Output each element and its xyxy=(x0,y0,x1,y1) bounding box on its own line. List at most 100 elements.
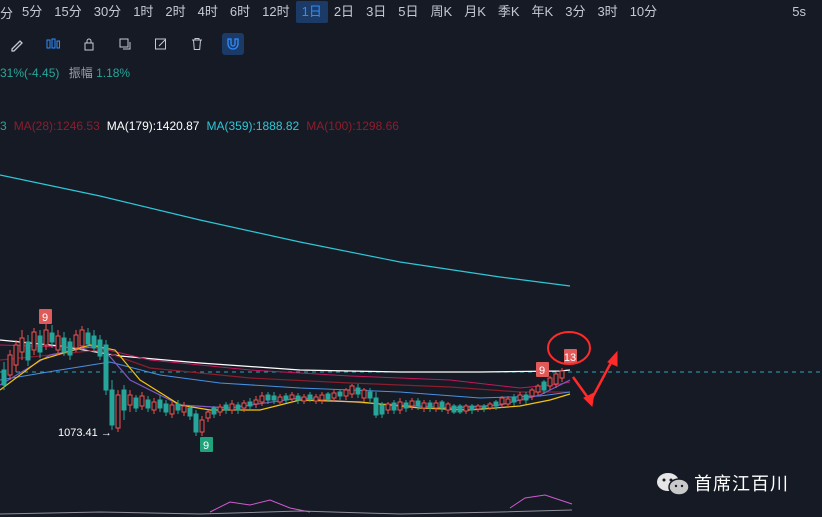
interval-4[interactable]: 1时 xyxy=(133,4,154,19)
candle-body xyxy=(403,402,409,409)
drawing-toolbar xyxy=(0,32,258,56)
candle-body xyxy=(265,394,271,401)
candle-body xyxy=(259,395,265,403)
candle-body xyxy=(67,341,73,356)
interval-13[interactable]: 周K xyxy=(430,4,453,19)
interval-11[interactable]: 3日 xyxy=(366,4,387,19)
candle-body xyxy=(61,337,67,353)
interval-10[interactable]: 2日 xyxy=(333,4,355,19)
ma-label-2: MA(28):1246.53 xyxy=(13,119,100,133)
candle-body xyxy=(337,391,343,397)
interval-15[interactable]: 季K xyxy=(497,4,520,19)
interval-1[interactable]: 5分 xyxy=(22,4,43,19)
candle-body xyxy=(487,403,493,409)
down-arrow-head xyxy=(583,392,595,408)
candle-body xyxy=(163,403,169,413)
candle-body xyxy=(547,377,553,387)
candle-body xyxy=(463,405,469,412)
low-price-label: 1073.41 → xyxy=(58,427,112,439)
interval-16[interactable]: 年K xyxy=(531,4,554,19)
candle-body xyxy=(37,335,43,353)
candle-body xyxy=(361,389,367,399)
interval-7[interactable]: 6时 xyxy=(229,4,251,19)
candle-body xyxy=(199,419,205,433)
candle-body xyxy=(43,329,49,346)
candle-body xyxy=(397,401,403,411)
candle-body xyxy=(7,354,13,376)
candle-body xyxy=(19,337,25,353)
candle-body xyxy=(391,402,397,411)
candle-body xyxy=(55,335,61,351)
interval-18[interactable]: 3时 xyxy=(597,4,618,19)
ma-label-1: 3 xyxy=(0,119,7,133)
candle-body xyxy=(31,331,37,351)
candle-body xyxy=(187,407,193,417)
candle-body xyxy=(439,401,445,409)
candle-body xyxy=(409,400,415,407)
ma-legend: 3 MA(28):1246.53 MA(179):1420.87 MA(359):18… xyxy=(0,119,406,133)
indicator-line-1 xyxy=(209,499,311,513)
candle-body xyxy=(115,394,121,429)
candle-body xyxy=(367,391,373,399)
candle-body xyxy=(247,401,253,407)
interval-3[interactable]: 30分 xyxy=(93,4,122,19)
edit-icon[interactable] xyxy=(150,33,172,55)
interval-6[interactable]: 4时 xyxy=(197,4,218,19)
interval-19[interactable]: 10分 xyxy=(629,4,658,19)
lock-icon[interactable] xyxy=(78,33,100,55)
candle-body xyxy=(427,402,433,409)
candlestick-icon[interactable] xyxy=(42,33,64,55)
refresh-interval[interactable]: 5s xyxy=(792,4,806,19)
candle-body xyxy=(193,413,199,433)
candle-body xyxy=(541,381,547,391)
candle-body xyxy=(499,397,505,405)
ma-blue-line xyxy=(0,361,571,399)
candle-body xyxy=(295,395,301,401)
indicator-line-2 xyxy=(509,494,573,509)
ma179-line xyxy=(0,339,571,373)
copy-icon[interactable] xyxy=(114,33,136,55)
interval-2[interactable]: 15分 xyxy=(54,4,82,19)
candle-body xyxy=(133,397,139,409)
candle-body xyxy=(253,399,259,405)
interval-partial[interactable]: 分 xyxy=(0,5,14,21)
candle-body xyxy=(97,339,103,357)
candle-body xyxy=(13,344,19,366)
interval-12[interactable]: 5日 xyxy=(398,4,419,19)
ma-label-3: MA(179):1420.87 xyxy=(106,119,200,133)
candle-body xyxy=(355,387,361,395)
candle-body xyxy=(175,403,181,411)
magnet-icon[interactable] xyxy=(222,33,244,55)
interval-5[interactable]: 2时 xyxy=(165,4,186,19)
interval-14[interactable]: 月K xyxy=(464,4,486,19)
candle-body xyxy=(529,389,535,397)
interval-8[interactable]: 12时 xyxy=(262,4,290,19)
candle-body xyxy=(343,389,349,397)
candle-body xyxy=(85,332,91,345)
candle-body xyxy=(349,385,355,395)
candle-body xyxy=(181,405,187,413)
candlestick-chart[interactable]: 9 9 9 13 1073.41 → xyxy=(0,140,822,517)
candle-body xyxy=(289,394,295,400)
pencil-icon[interactable] xyxy=(6,33,28,55)
candle-body xyxy=(433,402,439,409)
candle-body xyxy=(517,394,523,401)
td-marker-9-right: 9 xyxy=(539,365,545,377)
candle-body xyxy=(511,396,517,403)
candle-body xyxy=(145,399,151,409)
wechat-icon xyxy=(656,471,690,496)
candle-body xyxy=(553,373,559,385)
candle-body xyxy=(307,394,313,400)
candle-body xyxy=(229,403,235,411)
candle-body xyxy=(421,402,427,409)
price-change: 31%(-4.45) xyxy=(0,66,60,80)
trash-icon[interactable] xyxy=(186,33,208,55)
candle-body xyxy=(493,401,499,407)
interval-17[interactable]: 3分 xyxy=(565,4,586,19)
td-marker-9-top-bg xyxy=(39,309,52,324)
interval-9[interactable]: 1日 xyxy=(295,1,328,23)
candle-body xyxy=(205,411,211,419)
candle-body xyxy=(319,394,325,401)
candle-body xyxy=(283,395,289,401)
candle-body xyxy=(331,392,337,399)
